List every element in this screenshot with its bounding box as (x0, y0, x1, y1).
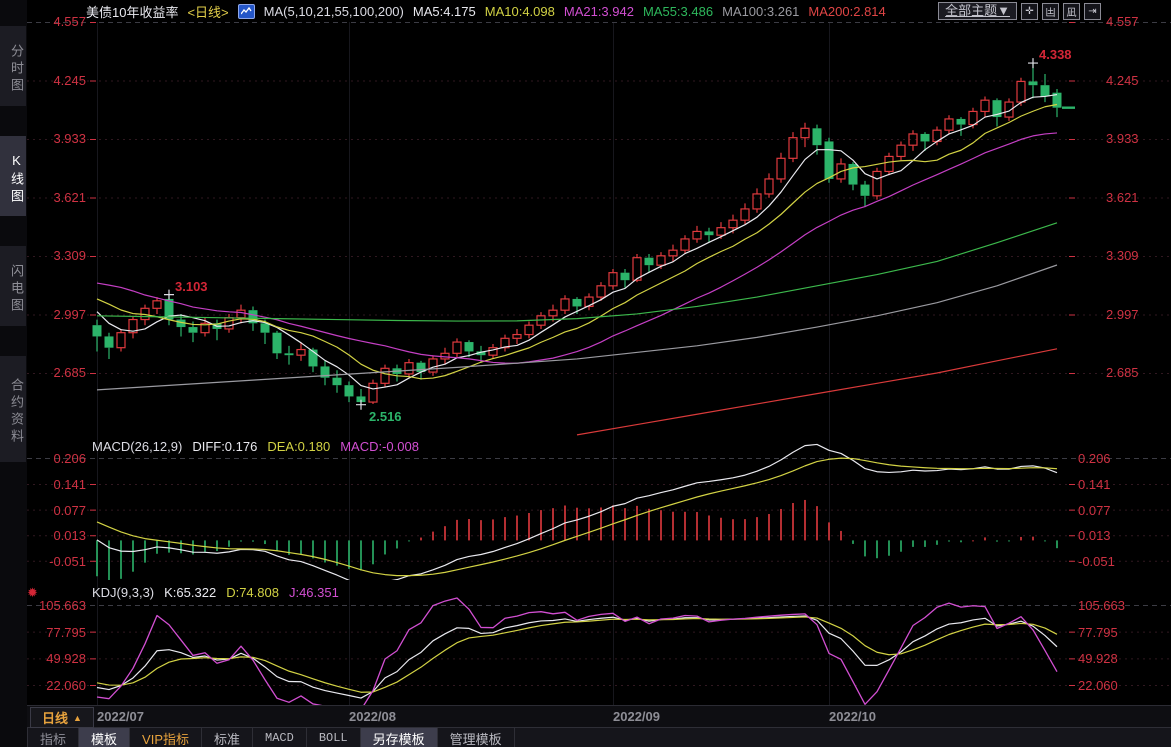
period-selector[interactable]: 日线 ▲ (30, 707, 94, 728)
kdj-k-value: K:65.322 (164, 585, 217, 600)
ma55-value: MA55:3.486 (642, 3, 714, 19)
symbol-title: 美债10年收益率 (86, 4, 179, 20)
ma5-value: MA5:4.175 (412, 3, 476, 19)
tab-indicators[interactable]: 指标 (27, 728, 80, 747)
period-tag: <日线> (187, 4, 229, 20)
sidebar-item-contract-info[interactable]: 合约资料 (0, 356, 26, 462)
ma-params-label: MA(5,10,21,55,100,200) (263, 3, 404, 19)
axis-scale-right-icon[interactable]: 凪 (1063, 2, 1080, 20)
axis-scale-left-icon[interactable]: 凷 (1042, 2, 1059, 20)
macd-panel-label: MACD(26,12,9) DIFF:0.176 DEA:0.180 MACD:… (92, 439, 419, 454)
tab-vip-indicators[interactable]: VIP指标 (130, 728, 202, 747)
ma10-value: MA10:4.098 (484, 3, 555, 19)
chart-header: 美债10年收益率 <日线> MA(5,10,21,55,100,200) MA5… (0, 0, 1171, 22)
tab-macd[interactable]: MACD (253, 728, 307, 747)
sidebar-item-kline-chart[interactable]: K线图 (0, 136, 26, 216)
tab-template[interactable]: 模板 (79, 728, 131, 747)
ma200-value: MA200:2.814 (808, 3, 886, 19)
indicator-tab-bar: 指标 模板 VIP指标 标准 MACD BOLL 另存模板 管理模板 (27, 727, 1171, 747)
theme-selector-button[interactable]: 全部主题▼ (938, 2, 1017, 20)
sidebar-item-flash-chart[interactable]: 闪电图 (0, 246, 26, 326)
tab-boll[interactable]: BOLL (307, 728, 361, 747)
period-arrow-icon: ▲ (73, 712, 82, 723)
macd-bar-value: MACD:-0.008 (340, 439, 419, 454)
ma100-value: MA100:3.261 (722, 3, 800, 19)
period-label: 日线 (42, 711, 69, 726)
header-toolbar: 全部主题▼ ✛ 凷 凪 ⇥ (938, 2, 1101, 20)
sidebar-item-time-chart[interactable]: 分时图 (0, 26, 26, 106)
tab-save-template[interactable]: 另存模板 (360, 728, 438, 747)
indicator-chart-icon (237, 3, 255, 19)
kdj-d-value: D:74.808 (226, 585, 279, 600)
candlestick-chart-canvas[interactable] (27, 22, 1171, 705)
kdj-settings-icon[interactable]: ✹ (27, 585, 38, 600)
time-axis (27, 705, 1171, 728)
macd-name: MACD(26,12,9) (92, 439, 183, 454)
tab-standard[interactable]: 标准 (202, 728, 254, 747)
macd-dea-value: DEA:0.180 (267, 439, 331, 454)
ma21-value: MA21:3.942 (563, 3, 634, 19)
page-forward-icon[interactable]: ⇥ (1084, 2, 1101, 20)
kdj-name: KDJ(9,3,3) (92, 585, 155, 600)
crosshair-icon[interactable]: ✛ (1021, 2, 1038, 20)
kdj-panel-label: KDJ(9,3,3) K:65.322 D:74.808 J:46.351 (92, 585, 339, 600)
tab-manage-template[interactable]: 管理模板 (438, 728, 515, 747)
macd-diff-value: DIFF:0.176 (192, 439, 258, 454)
chart-type-sidebar: 分时图 K线图 闪电图 合约资料 (0, 0, 27, 747)
kdj-j-value: J:46.351 (288, 585, 339, 600)
